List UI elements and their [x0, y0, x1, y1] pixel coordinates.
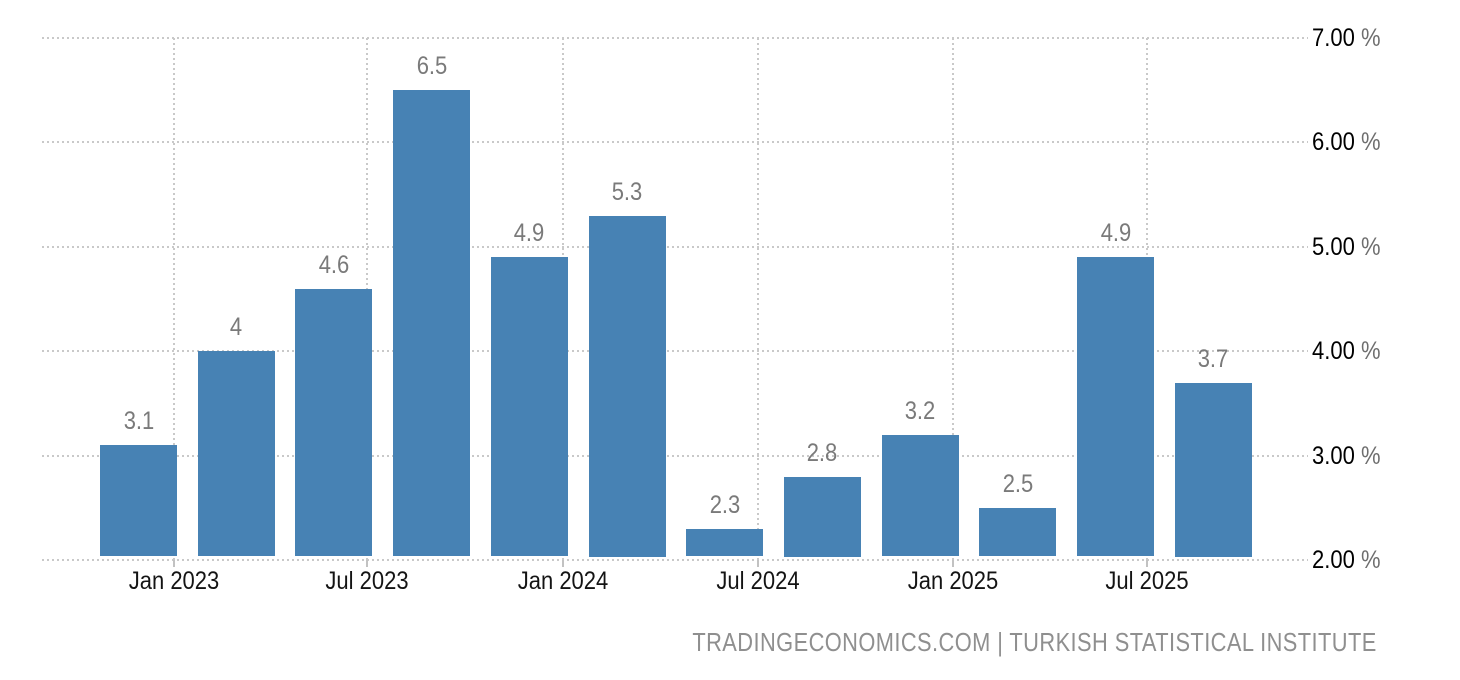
y-tick-number: 6.00: [1312, 128, 1355, 157]
v-gridline: [756, 38, 759, 560]
bar-2024-Q2: [588, 215, 666, 557]
x-axis-tick: [756, 560, 759, 567]
x-axis-tick: [951, 560, 954, 567]
h-gridline: [42, 350, 1308, 353]
x-axis-tick: [173, 560, 175, 567]
bar-2023-Q3: [295, 288, 373, 557]
x-axis-tick-label: Jan 2023: [128, 567, 220, 595]
bar-2023-Q1: [100, 445, 177, 557]
percent-unit: %: [1360, 128, 1381, 157]
bar-2025-Q4: [1174, 382, 1252, 557]
bar-value-label: 3.7: [1197, 344, 1229, 373]
bar-2025-Q1: [881, 434, 959, 557]
bar-value-label: 4.9: [1100, 219, 1131, 248]
percent-unit: %: [1360, 232, 1381, 261]
h-gridline: [42, 454, 1308, 457]
bar-2025-Q3: [1077, 257, 1154, 557]
y-tick-number: 4.00: [1312, 337, 1355, 366]
y-tick-number: 7.00: [1312, 24, 1355, 52]
bar-2024-Q4: [783, 476, 861, 557]
y-tick-number: 5.00: [1312, 232, 1355, 261]
percent-unit: %: [1360, 441, 1381, 470]
y-tick-number: 3.00: [1312, 441, 1355, 470]
x-axis-tick: [1145, 560, 1148, 567]
bar-2024-Q3: [686, 528, 764, 557]
bar-value-label: 4.9: [513, 219, 545, 248]
x-axis-tick: [561, 560, 564, 567]
bar-value-label: 3.2: [904, 396, 936, 425]
y-axis-tick-label: 4.00%: [1312, 336, 1381, 366]
y-axis-tick-label: 7.00%: [1312, 23, 1381, 53]
y-axis-tick-label: 3.00%: [1312, 441, 1381, 471]
bar-2025-Q2: [979, 507, 1057, 557]
percent-unit: %: [1360, 24, 1381, 52]
bar-value-label: 3.1: [123, 407, 154, 436]
x-axis-tick-label: Jul 2023: [324, 567, 409, 595]
v-gridline: [951, 38, 954, 560]
bar-value-label: 5.3: [611, 177, 643, 206]
bar-2023-Q4: [393, 90, 471, 557]
x-axis-tick: [365, 560, 368, 567]
x-axis-tick-label: Jul 2024: [715, 567, 800, 595]
v-gridline: [173, 38, 175, 560]
bar-value-label: 6.5: [416, 52, 447, 81]
h-gridline: [42, 37, 1308, 39]
h-gridline: [42, 559, 1308, 561]
h-gridline: [42, 141, 1308, 144]
percent-unit: %: [1360, 337, 1381, 366]
percent-unit: %: [1360, 546, 1381, 574]
bar-value-label: 2.3: [709, 490, 740, 519]
bar-value-label: 2.5: [1002, 469, 1034, 498]
bar-value-label: 4.6: [318, 250, 350, 279]
y-axis-tick-label: 6.00%: [1312, 127, 1381, 157]
attribution-link[interactable]: TRADINGECONOMICS.COM | TURKISH STATISTIC…: [692, 627, 1377, 657]
x-axis-tick-label: Jan 2024: [517, 567, 608, 595]
x-axis-tick-label: Jul 2025: [1104, 567, 1189, 595]
y-axis-tick-label: 2.00%: [1312, 545, 1381, 575]
bar-2024-Q1: [490, 257, 568, 557]
bar-value-label: 4: [230, 313, 243, 342]
x-axis-tick-label: Jan 2025: [907, 567, 998, 595]
bar-value-label: 2.8: [807, 438, 838, 467]
bar-2023-Q2: [197, 351, 275, 557]
y-axis-tick-label: 5.00%: [1312, 232, 1381, 262]
h-gridline: [42, 245, 1308, 248]
y-tick-number: 2.00: [1312, 546, 1355, 574]
